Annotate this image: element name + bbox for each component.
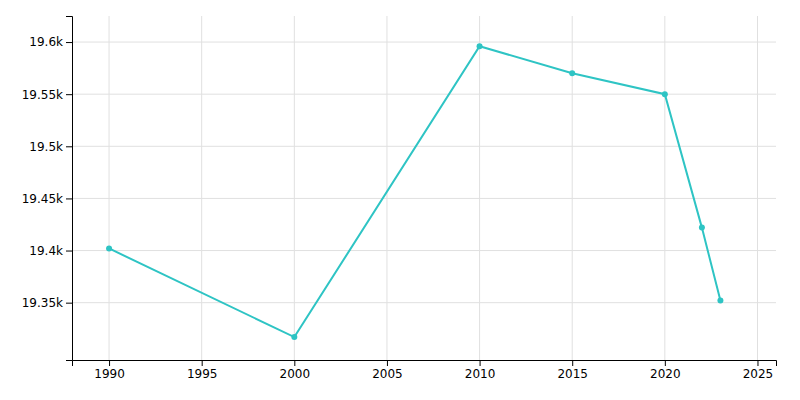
grid xyxy=(72,16,776,360)
tick-label: 2010 xyxy=(465,367,496,381)
tick: 19.6k xyxy=(29,35,72,49)
tick: 19.55k xyxy=(22,88,72,102)
tick-mark xyxy=(109,360,110,366)
tick-label: 19.6k xyxy=(29,35,63,49)
grid-line xyxy=(72,146,776,147)
point xyxy=(699,225,705,231)
tick-label: 1995 xyxy=(187,367,218,381)
grid-line xyxy=(386,16,387,360)
tick-label: 19.35k xyxy=(22,296,63,310)
tick-label: 19.55k xyxy=(22,88,63,102)
tick: 19.45k xyxy=(22,192,72,206)
line xyxy=(109,46,720,337)
point xyxy=(662,91,668,97)
grid-line xyxy=(72,42,776,43)
y-axis: 19.35k 19.4k 19.45k 19.5k 19.55k 19.6k xyxy=(22,17,73,361)
grid-line xyxy=(757,16,758,360)
grid-line xyxy=(72,302,776,303)
point xyxy=(291,334,297,340)
grid-line xyxy=(72,250,776,251)
point xyxy=(569,70,575,76)
plot-area xyxy=(106,43,723,340)
tick-label: 1990 xyxy=(94,367,125,381)
tick-label: 2005 xyxy=(372,367,403,381)
grid-line xyxy=(479,16,480,360)
tick-label: 19.45k xyxy=(22,192,63,206)
chart-container: 1990199520002005201020152020202519.35k19… xyxy=(0,0,800,400)
tick: 2025 xyxy=(743,360,774,381)
tick-label: 2020 xyxy=(650,367,681,381)
tick: 2000 xyxy=(280,360,311,381)
tick: 2015 xyxy=(557,360,588,381)
tick-label: 2015 xyxy=(557,367,588,381)
tick-mark xyxy=(66,251,72,252)
tick-mark xyxy=(66,146,72,147)
grid-line xyxy=(201,16,202,360)
tick-mark xyxy=(757,360,758,366)
tick-mark xyxy=(665,360,666,366)
tick: 1990 xyxy=(94,360,125,381)
tick: 19.4k xyxy=(29,244,72,258)
tick-mark xyxy=(387,360,388,366)
point xyxy=(717,298,723,304)
x-axis: 1990 1995 2000 2005 2010 2015 2020 2025 xyxy=(73,360,777,381)
grid-line xyxy=(664,16,665,360)
tick-label: 2025 xyxy=(743,367,774,381)
grid-line xyxy=(109,16,110,360)
tick-mark xyxy=(480,360,481,366)
tick-mark xyxy=(66,303,72,304)
grid-line xyxy=(72,198,776,199)
tick-mark xyxy=(66,198,72,199)
axis-line xyxy=(66,17,73,361)
grid-line xyxy=(572,16,573,360)
tick: 2020 xyxy=(650,360,681,381)
grid-line xyxy=(72,94,776,95)
tick-label: 2000 xyxy=(280,367,311,381)
chart-svg: 1990199520002005201020152020202519.35k19… xyxy=(0,0,800,400)
tick-mark xyxy=(66,42,72,43)
point xyxy=(106,245,112,251)
tick-mark xyxy=(294,360,295,366)
tick: 2005 xyxy=(372,360,403,381)
tick-label: 19.5k xyxy=(29,140,63,154)
tick: 2010 xyxy=(465,360,496,381)
grid-line xyxy=(294,16,295,360)
tick-label: 19.4k xyxy=(29,244,63,258)
tick: 19.35k xyxy=(22,296,72,310)
tick-mark xyxy=(202,360,203,366)
tick-mark xyxy=(66,94,72,95)
point xyxy=(477,43,483,49)
tick: 1995 xyxy=(187,360,218,381)
tick-mark xyxy=(572,360,573,366)
axis-line xyxy=(73,361,777,367)
tick: 19.5k xyxy=(29,140,72,154)
